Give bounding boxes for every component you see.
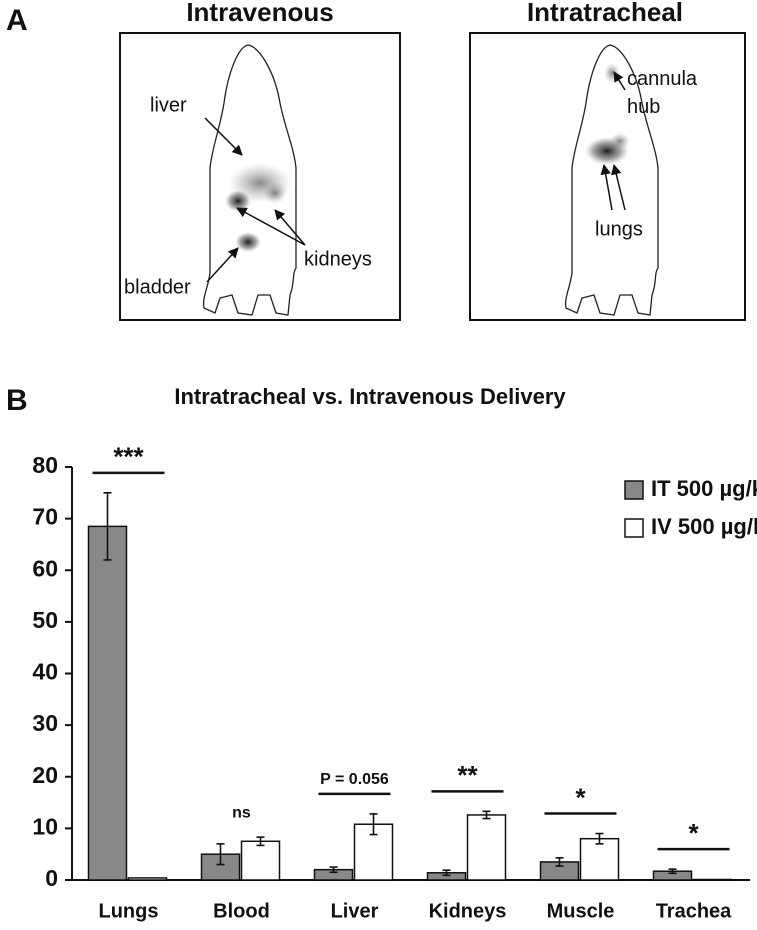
y-tick-label: 80: [32, 452, 58, 478]
bar: [87, 525, 128, 881]
panel-label: A: [6, 4, 28, 37]
bar: [466, 814, 507, 881]
mouse-image: [202, 44, 297, 316]
legend-swatch: [624, 518, 644, 538]
y-tick-label: 0: [45, 865, 58, 891]
significance-label: ***: [113, 442, 144, 472]
x-tick-label: Muscle: [547, 900, 615, 922]
y-tick-label: 30: [32, 710, 58, 736]
significance-label: **: [457, 760, 478, 790]
x-tick-label: Liver: [331, 900, 379, 922]
image-label: cannula: [627, 68, 698, 90]
y-tick-label: 50: [32, 607, 58, 633]
y-tick-label: 70: [32, 504, 58, 530]
significance-label: ns: [232, 804, 251, 821]
x-tick-label: Kidneys: [429, 900, 507, 922]
significance-label: *: [575, 782, 586, 812]
significance-label: P = 0.056: [320, 771, 389, 788]
legend-label: IT 500 µg/kg: [651, 476, 757, 501]
y-tick-label: 10: [32, 813, 58, 839]
x-tick-label: Blood: [213, 900, 270, 922]
image-label: lungs: [595, 218, 643, 240]
x-tick-label: Trachea: [656, 900, 732, 922]
panel-label: B: [6, 384, 28, 417]
bar: [579, 837, 620, 881]
y-tick-label: 20: [32, 762, 58, 788]
image-label: hub: [627, 96, 660, 118]
bar: [127, 877, 168, 881]
image-label: liver: [150, 94, 187, 116]
significance-label: *: [688, 818, 699, 848]
y-tick-label: 40: [32, 659, 58, 685]
x-tick-label: Lungs: [99, 900, 159, 922]
bar: [240, 840, 281, 881]
image-title: Intratracheal: [527, 0, 683, 27]
bar: [692, 878, 733, 881]
arrows: [204, 117, 306, 283]
legend-swatch: [624, 480, 644, 500]
image-label: bladder: [124, 276, 191, 298]
image-label: cannula hub: [627, 68, 698, 118]
image-title: Intravenous: [186, 0, 333, 27]
image-label: kidneys: [304, 248, 372, 270]
legend-label: IV 500 µg/kg: [651, 514, 757, 539]
y-tick-label: 60: [32, 555, 58, 581]
chart-title: Intratracheal vs. Intravenous Delivery: [174, 384, 566, 409]
arrows: [600, 71, 626, 211]
